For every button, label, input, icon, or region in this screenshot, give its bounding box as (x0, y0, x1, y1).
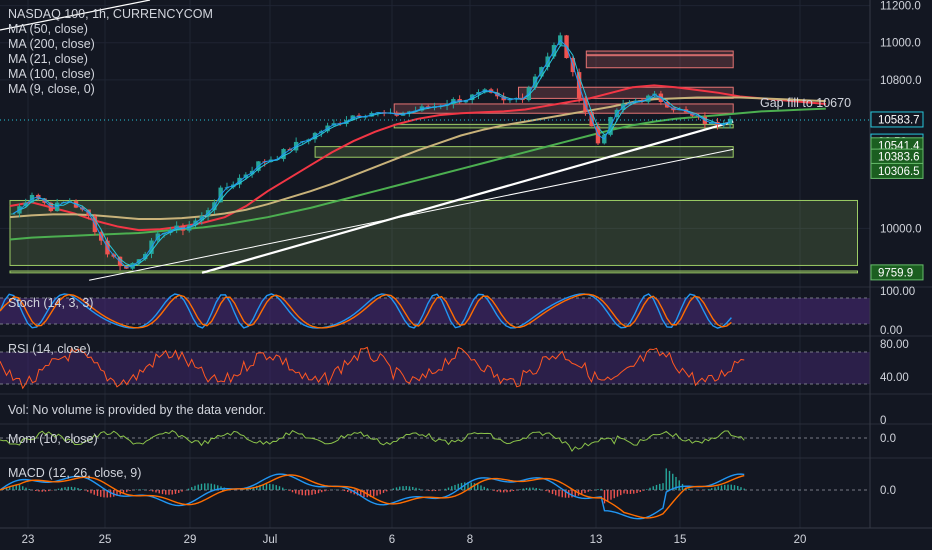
symbol-title[interactable]: NASDAQ 100, 1h, CURRENCYCOM (8, 7, 213, 21)
rsi-tick: 40.00 (880, 372, 909, 384)
stoch-d-line (0, 293, 732, 329)
price-axis[interactable]: 11200.011000.010800.010000.0100.000.0080… (869, 0, 922, 528)
zone-red (393, 103, 734, 114)
rsi-line (0, 346, 745, 390)
ma-line (9, 84, 826, 232)
time-tick-label: 25 (99, 534, 112, 546)
price-tag-label: 9759.9 (878, 267, 913, 279)
study-ma200[interactable]: MA (200, close) (8, 37, 95, 51)
rsi-label[interactable]: RSI (14, close) (8, 342, 91, 356)
study-ma9[interactable]: MA (9, close, 0) (8, 82, 95, 96)
volume-label[interactable]: Vol: No volume is provided by the data v… (8, 403, 266, 417)
study-ma50[interactable]: MA (50, close) (8, 22, 88, 36)
zone-green (9, 270, 858, 274)
macd-signal-line (0, 474, 745, 519)
momentum-label[interactable]: Mom (10, close) (8, 432, 98, 446)
time-tick-label: 15 (674, 534, 687, 546)
indicator-panes (0, 286, 932, 520)
zone-red (518, 86, 734, 99)
price-pane[interactable] (0, 0, 870, 281)
price-tag-label: 10383.6 (878, 152, 920, 164)
time-tick-label: Jul (263, 534, 278, 546)
candle-body (10, 213, 16, 215)
price-tick-label: 10800.0 (880, 75, 922, 87)
price-tag-label: 10306.5 (878, 166, 920, 178)
stoch-k-line (0, 293, 732, 329)
macd-line (0, 473, 745, 520)
price-tag-label: 10583.7 (878, 114, 920, 126)
price-tag (870, 111, 924, 128)
time-axis[interactable]: 23 25 29 Jul 6 8 13 15 20 (0, 527, 932, 546)
price-tag (870, 264, 924, 281)
trendline (89, 148, 734, 281)
macd-tick: 0.0 (880, 485, 896, 497)
time-tick-label: 23 (22, 534, 35, 546)
study-ma21[interactable]: MA (21, close) (8, 52, 88, 66)
stoch-label[interactable]: Stoch (14, 3, 3) (8, 296, 94, 310)
chart-grid (0, 0, 870, 528)
time-tick-label: 20 (794, 534, 807, 546)
stoch-tick: 100.00 (880, 286, 915, 298)
ma-line (9, 107, 826, 241)
ma9-line (12, 39, 731, 268)
price-tick-label: 11200.0 (880, 1, 921, 13)
gap-fill-annotation[interactable]: Gap fill to 10670 (760, 96, 852, 110)
time-tick-label: 6 (389, 534, 395, 546)
ma-line (9, 96, 826, 221)
stoch-band (0, 298, 870, 324)
price-tick-label: 10000.0 (880, 223, 922, 235)
vol-tick: 0 (880, 415, 886, 427)
time-tick-label: 8 (467, 534, 473, 546)
time-tick-label: 13 (590, 534, 603, 546)
price-tag (870, 162, 924, 179)
zone-red (585, 55, 734, 69)
trendline-corner (0, 0, 151, 31)
stoch-tick: 0.00 (880, 325, 902, 337)
price-tick-label: 11000.0 (880, 38, 921, 50)
mom-line (0, 430, 745, 452)
zone-green (393, 123, 734, 129)
trendline (201, 120, 734, 274)
time-tick-label: 29 (184, 534, 197, 546)
zone-red (585, 50, 734, 56)
mom-tick: 0.0 (880, 433, 896, 445)
study-ma100[interactable]: MA (100, close) (8, 67, 95, 81)
macd-label[interactable]: MACD (12, 26, close, 9) (8, 466, 142, 480)
main-legend: NASDAQ 100, 1h, CURRENCYCOM MA (50, clos… (8, 7, 213, 97)
rsi-tick: 80.00 (880, 339, 909, 351)
